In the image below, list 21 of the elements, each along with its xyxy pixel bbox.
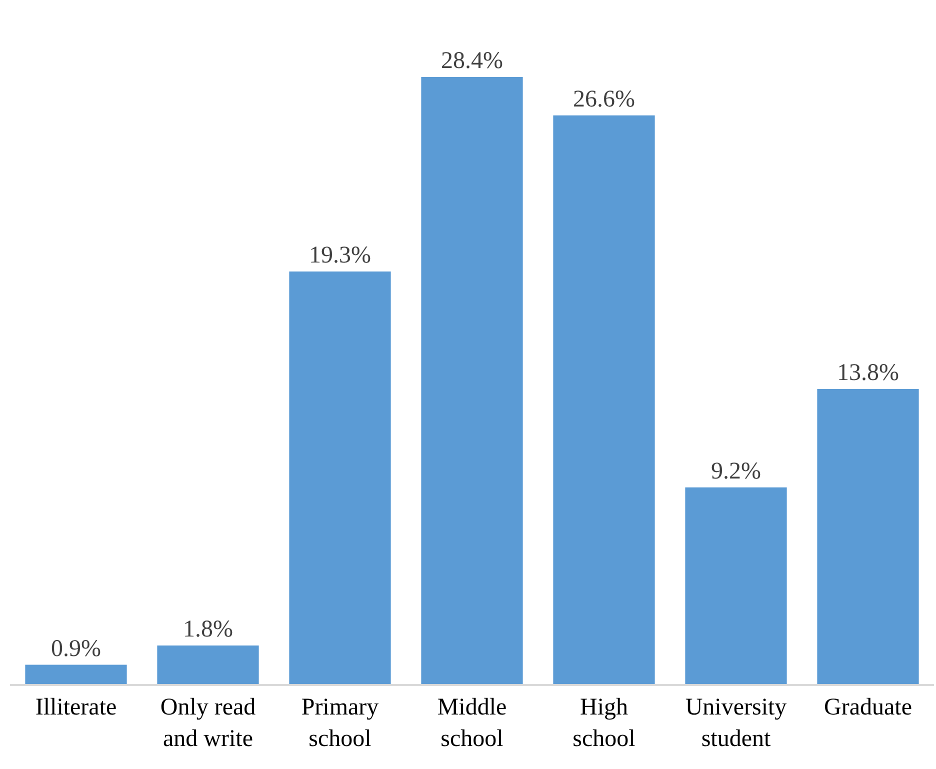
data-label: 28.4% [441, 48, 503, 74]
data-label: 26.6% [573, 86, 635, 112]
x-tick-label: High school [572, 694, 636, 752]
data-label: 19.3% [309, 242, 371, 268]
x-tick-label: Graduate [824, 694, 912, 721]
data-label: 1.8% [183, 616, 233, 643]
x-tick-label: Middle school [437, 694, 507, 752]
bar [817, 389, 919, 684]
x-tick-label: Only read and write [160, 694, 256, 752]
bar [553, 115, 655, 684]
bar [685, 487, 787, 684]
x-tick-label: University student [685, 694, 787, 752]
bar [289, 271, 391, 684]
data-label: 0.9% [51, 636, 101, 662]
data-label: 9.2% [711, 458, 761, 484]
bar [421, 76, 523, 684]
x-tick-label: Illiterate [35, 694, 117, 721]
bar [157, 646, 259, 684]
data-label: 13.8% [837, 360, 899, 386]
bar [25, 664, 127, 684]
x-tick-label: Primary school [301, 694, 379, 752]
